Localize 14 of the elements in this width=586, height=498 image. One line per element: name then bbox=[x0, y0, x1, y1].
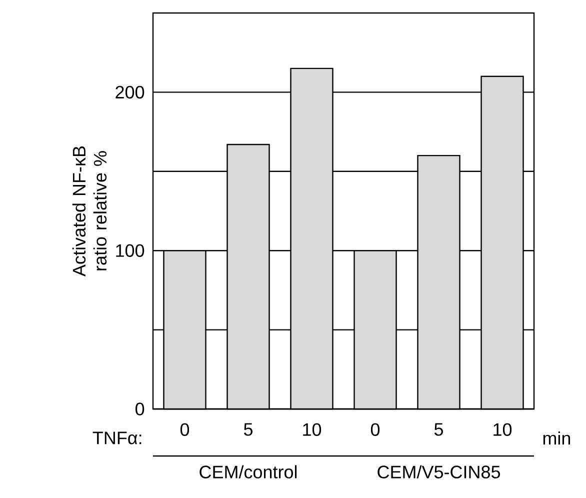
x-tick-label: 0 bbox=[180, 423, 190, 436]
text: min bbox=[543, 431, 570, 445]
x-tick-label: 10 bbox=[494, 423, 512, 436]
x-tick-label: 0 bbox=[370, 423, 380, 436]
text: CEM/control bbox=[200, 465, 297, 478]
text: TNFα: bbox=[92, 432, 142, 444]
y-tick-label: 100 bbox=[116, 244, 144, 257]
x-tick-label: 5 bbox=[244, 423, 252, 436]
text: CEM/V5-CIN85 bbox=[378, 465, 500, 478]
x-tick-label: 10 bbox=[303, 423, 322, 436]
y-axis-title: Activated NF-κB ratio relative % bbox=[72, 146, 107, 276]
y-tick-label: 200 bbox=[116, 86, 144, 99]
x-tick-label: 5 bbox=[434, 423, 443, 436]
y-tick-label: 0 bbox=[135, 402, 144, 416]
